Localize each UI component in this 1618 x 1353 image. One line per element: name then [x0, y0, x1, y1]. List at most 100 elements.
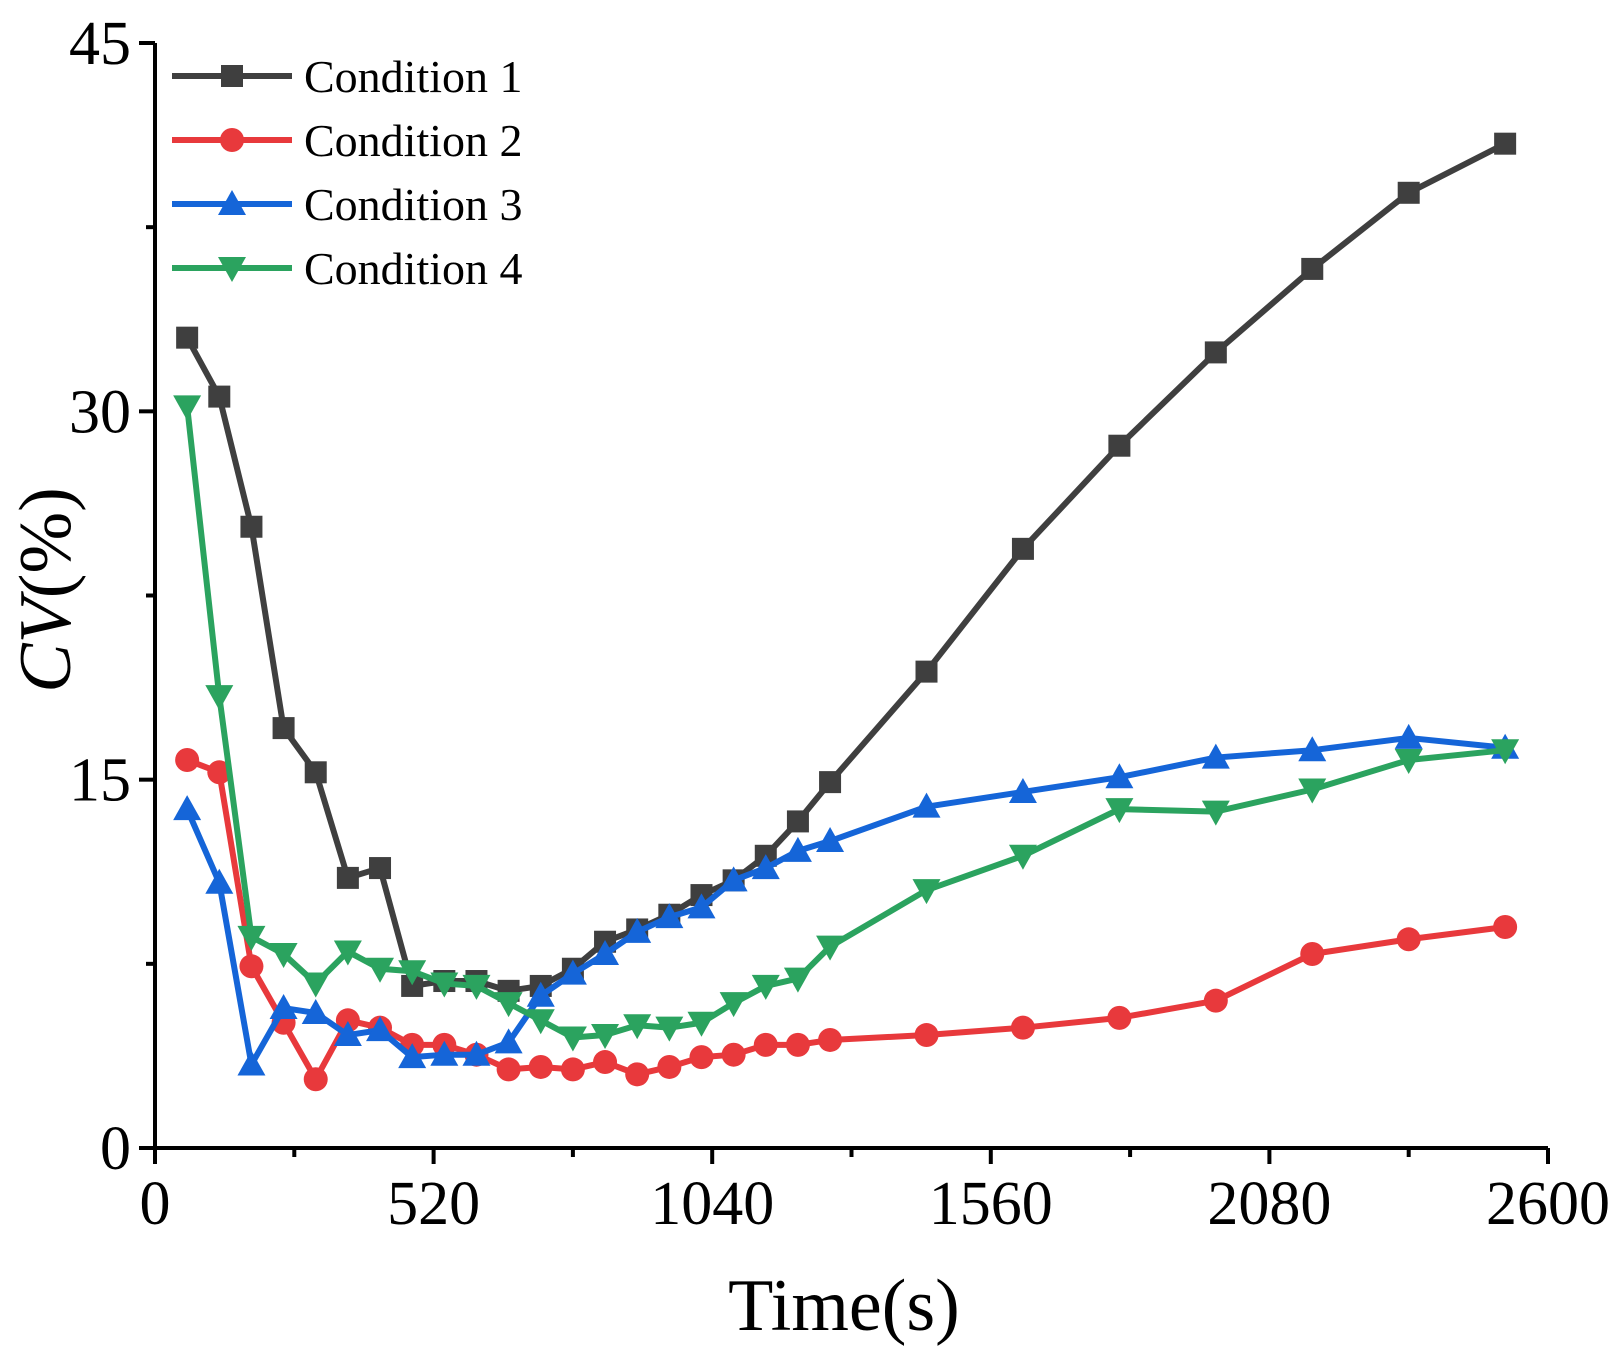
series-line — [184, 406, 1506, 1041]
y-axis-title-suffix: (%) — [5, 487, 87, 598]
data-point — [526, 1009, 555, 1035]
data-point — [208, 385, 231, 408]
axes: 0 520 1040 1560 2080 2600 0 15 30 45 — [69, 10, 1610, 1238]
series-line — [184, 141, 1507, 994]
data-point — [269, 994, 298, 1020]
data-point — [1298, 778, 1327, 804]
data-point — [751, 854, 780, 880]
data-point — [719, 992, 748, 1018]
data-point — [816, 827, 845, 853]
data-point — [398, 960, 427, 986]
data-point — [205, 685, 234, 711]
data-point — [333, 940, 362, 966]
data-point — [240, 515, 263, 538]
y-tick-label: 0 — [100, 1115, 131, 1183]
data-point — [786, 810, 809, 833]
y-tick-label: 30 — [69, 378, 131, 446]
data-point — [623, 917, 652, 943]
data-point — [1300, 942, 1325, 967]
data-point — [496, 1057, 521, 1082]
legend-item: Condition 2 — [172, 115, 523, 166]
data-point — [366, 1016, 395, 1042]
data-point — [912, 879, 941, 905]
legend-label: Condition 4 — [304, 243, 523, 294]
legend: Condition 1 Condition 2 Condition 3 Conditi… — [172, 51, 523, 294]
data-point — [1394, 723, 1423, 749]
series-line — [184, 734, 1506, 1068]
data-point — [336, 866, 359, 889]
data-point — [335, 1008, 360, 1033]
data-point — [526, 981, 555, 1007]
data-point — [753, 1032, 778, 1057]
data-point — [176, 326, 199, 349]
data-point — [689, 1045, 714, 1070]
data-point — [1010, 1015, 1035, 1040]
series-3 — [173, 723, 1520, 1076]
y-axis-title-italic: CV — [5, 590, 87, 692]
data-point — [1108, 434, 1131, 457]
data-point — [558, 959, 587, 985]
legend-item: Condition 1 — [172, 51, 523, 102]
y-tick-label: 15 — [69, 747, 131, 815]
data-point — [1107, 1005, 1132, 1030]
x-tick-label: 520 — [387, 1170, 480, 1238]
data-point — [237, 925, 266, 951]
data-point — [1298, 736, 1327, 762]
series-layer — [173, 132, 1520, 1092]
data-point — [333, 1021, 362, 1047]
data-point — [303, 1067, 328, 1092]
data-point — [783, 967, 812, 993]
data-point — [173, 395, 202, 421]
series-2 — [175, 748, 1518, 1092]
data-point — [818, 1027, 843, 1052]
data-point — [462, 974, 491, 1000]
data-point — [173, 795, 202, 821]
data-point — [819, 771, 842, 794]
legend-label: Condition 2 — [304, 115, 523, 166]
data-point — [623, 1014, 652, 1040]
data-point — [1301, 257, 1324, 280]
legend-label: Condition 3 — [304, 179, 523, 230]
data-point — [237, 1050, 266, 1076]
data-point — [721, 1042, 746, 1067]
series-4 — [173, 395, 1520, 1052]
data-point — [1394, 749, 1423, 775]
data-point — [1105, 763, 1134, 789]
legend-item: Condition 4 — [172, 243, 523, 294]
series-line — [186, 757, 1506, 1083]
data-point — [912, 792, 941, 818]
data-point — [175, 748, 200, 773]
x-tick-label: 2080 — [1207, 1170, 1331, 1238]
data-point — [430, 1040, 459, 1066]
data-point — [751, 974, 780, 1000]
data-point — [1491, 739, 1520, 765]
data-point — [591, 940, 620, 966]
data-point — [1203, 988, 1228, 1013]
data-point — [1201, 800, 1230, 826]
data-point — [494, 1028, 523, 1054]
data-point — [591, 1024, 620, 1050]
x-axis-title: Time(s) — [728, 1265, 960, 1347]
data-point — [625, 1062, 650, 1087]
data-point — [462, 1040, 491, 1066]
x-tick-label: 1560 — [929, 1170, 1053, 1238]
legend-marker — [218, 190, 246, 215]
legend-marker — [220, 128, 244, 152]
legend-marker — [221, 65, 243, 87]
data-point — [1396, 927, 1421, 952]
data-point — [207, 760, 232, 785]
data-point — [783, 836, 812, 862]
data-point — [494, 992, 523, 1018]
y-tick-label: 45 — [69, 10, 131, 78]
data-point — [816, 935, 845, 961]
data-point — [401, 974, 424, 997]
data-point — [558, 1026, 587, 1052]
data-point — [915, 660, 938, 683]
data-point — [1008, 777, 1037, 803]
data-point — [914, 1023, 939, 1048]
x-tick-label: 0 — [140, 1170, 171, 1238]
data-point — [301, 998, 330, 1024]
data-point — [430, 972, 459, 998]
data-point — [655, 1016, 684, 1042]
x-tick-label: 2600 — [1486, 1170, 1610, 1238]
